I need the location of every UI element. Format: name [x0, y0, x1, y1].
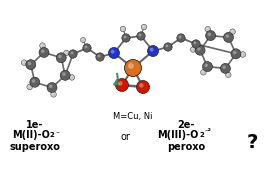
Circle shape	[207, 33, 211, 36]
Circle shape	[139, 83, 144, 88]
Circle shape	[109, 47, 119, 59]
Circle shape	[139, 33, 142, 36]
Circle shape	[165, 44, 168, 47]
Circle shape	[128, 63, 134, 69]
Text: 1e-: 1e-	[26, 120, 44, 130]
Circle shape	[136, 81, 149, 94]
Circle shape	[22, 61, 24, 63]
Circle shape	[150, 48, 153, 52]
Circle shape	[65, 51, 66, 53]
Text: 2e-: 2e-	[177, 120, 195, 130]
Circle shape	[222, 65, 226, 69]
Circle shape	[30, 77, 40, 87]
Circle shape	[41, 44, 43, 46]
Text: ?: ?	[246, 133, 258, 152]
Circle shape	[56, 53, 66, 63]
Circle shape	[85, 46, 88, 48]
Circle shape	[27, 84, 32, 90]
Circle shape	[230, 29, 235, 35]
Circle shape	[197, 47, 201, 51]
Circle shape	[21, 60, 27, 65]
Circle shape	[81, 37, 85, 43]
Circle shape	[241, 53, 243, 55]
Circle shape	[28, 62, 31, 65]
Circle shape	[231, 30, 233, 32]
Circle shape	[148, 46, 159, 57]
Circle shape	[142, 25, 144, 27]
Circle shape	[137, 32, 145, 40]
Circle shape	[70, 76, 72, 78]
Text: M(II)-O: M(II)-O	[12, 130, 50, 140]
Text: 2: 2	[200, 132, 205, 138]
Circle shape	[26, 60, 36, 70]
Circle shape	[120, 26, 126, 32]
Circle shape	[51, 92, 56, 97]
Circle shape	[141, 24, 147, 30]
Circle shape	[227, 73, 228, 75]
Circle shape	[111, 50, 115, 53]
Text: superoxo: superoxo	[10, 142, 60, 152]
Circle shape	[52, 93, 54, 95]
Circle shape	[223, 32, 234, 42]
Circle shape	[41, 50, 44, 53]
Circle shape	[97, 54, 101, 57]
Circle shape	[193, 41, 196, 44]
Circle shape	[81, 39, 83, 40]
Circle shape	[192, 40, 200, 48]
Text: or: or	[120, 132, 130, 142]
Circle shape	[205, 26, 210, 32]
Circle shape	[115, 78, 128, 91]
Circle shape	[39, 47, 49, 57]
Circle shape	[121, 27, 123, 29]
Circle shape	[118, 81, 123, 86]
Circle shape	[47, 83, 57, 93]
Circle shape	[69, 50, 77, 58]
Circle shape	[83, 44, 91, 52]
Circle shape	[240, 52, 246, 57]
Circle shape	[69, 75, 75, 80]
Circle shape	[58, 55, 62, 58]
Circle shape	[164, 43, 172, 51]
Circle shape	[192, 48, 193, 50]
Circle shape	[49, 84, 52, 88]
Circle shape	[40, 43, 45, 48]
Circle shape	[96, 53, 104, 61]
Circle shape	[221, 63, 230, 73]
Circle shape	[202, 62, 213, 72]
Text: ⁻: ⁻	[55, 129, 59, 138]
Circle shape	[32, 79, 35, 83]
Circle shape	[231, 49, 241, 59]
Circle shape	[177, 34, 185, 42]
Circle shape	[206, 31, 216, 41]
Circle shape	[233, 51, 236, 54]
Circle shape	[205, 64, 208, 67]
Circle shape	[226, 34, 229, 38]
Text: M(III)-O: M(III)-O	[157, 130, 198, 140]
Circle shape	[206, 28, 208, 29]
Circle shape	[178, 36, 181, 38]
Circle shape	[123, 36, 126, 38]
Circle shape	[195, 45, 205, 55]
Circle shape	[60, 70, 70, 80]
Text: M=Cu, Ni: M=Cu, Ni	[113, 112, 153, 121]
Circle shape	[70, 51, 73, 54]
Circle shape	[202, 71, 204, 73]
Circle shape	[190, 47, 196, 52]
Circle shape	[28, 85, 30, 87]
Circle shape	[226, 72, 231, 78]
Circle shape	[62, 72, 66, 76]
Circle shape	[64, 50, 69, 56]
Circle shape	[201, 70, 206, 75]
Text: ⁻²: ⁻²	[205, 129, 212, 135]
Text: peroxo: peroxo	[167, 142, 205, 152]
Circle shape	[122, 34, 130, 42]
Circle shape	[124, 60, 142, 77]
Text: 2: 2	[50, 132, 55, 138]
